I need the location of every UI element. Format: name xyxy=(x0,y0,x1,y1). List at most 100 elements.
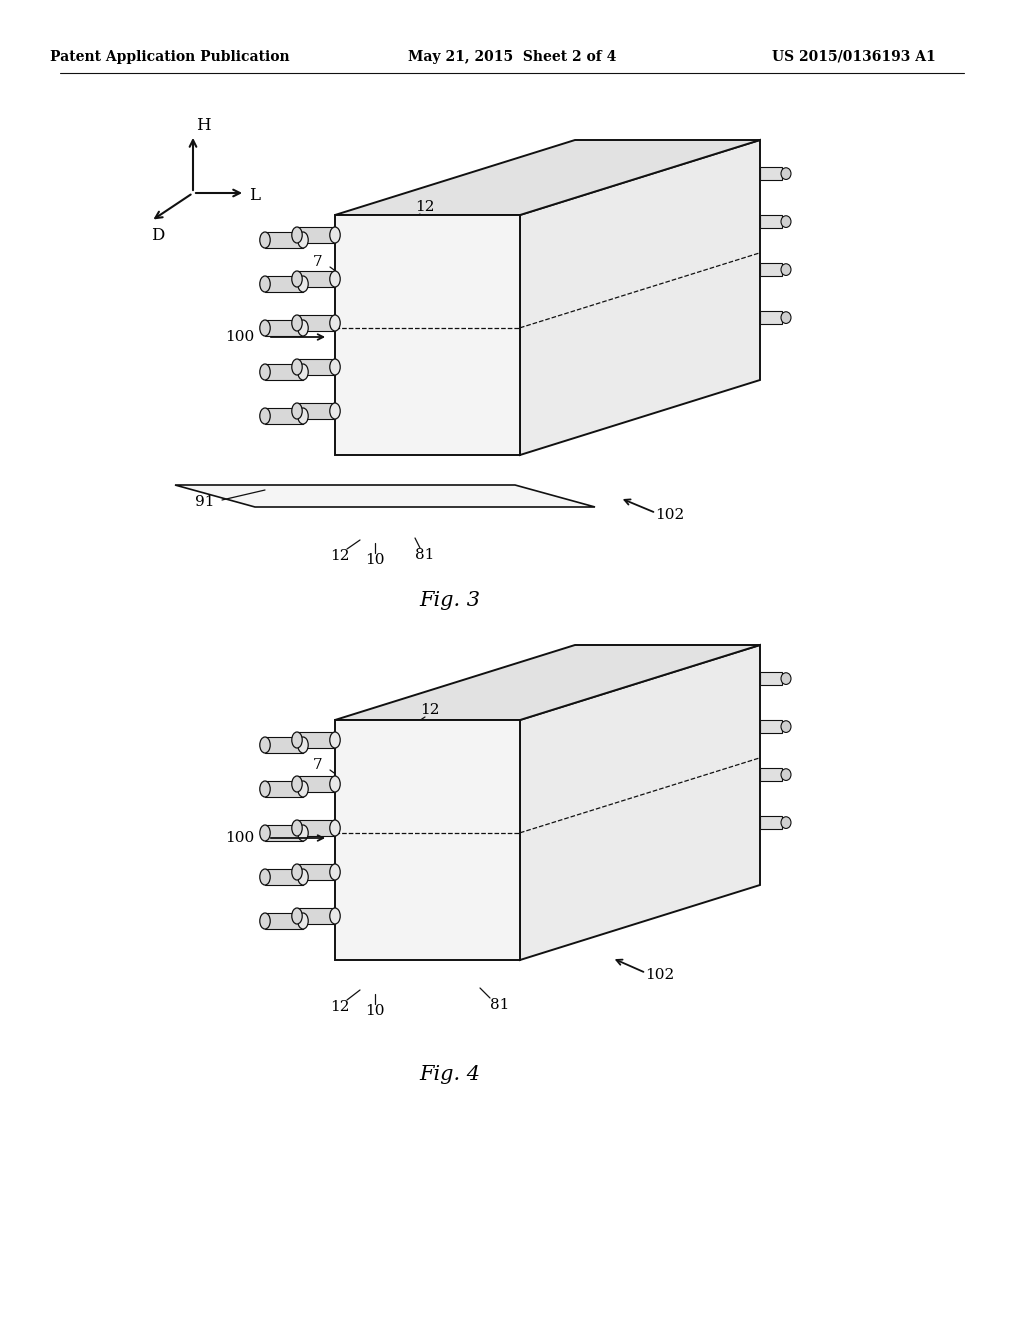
Polygon shape xyxy=(335,140,760,215)
Ellipse shape xyxy=(298,913,308,929)
Ellipse shape xyxy=(330,908,340,924)
Text: 10: 10 xyxy=(366,1005,385,1018)
Polygon shape xyxy=(297,315,335,331)
Polygon shape xyxy=(265,319,303,337)
Text: May 21, 2015  Sheet 2 of 4: May 21, 2015 Sheet 2 of 4 xyxy=(408,50,616,63)
Polygon shape xyxy=(760,168,782,180)
Polygon shape xyxy=(265,276,303,292)
Polygon shape xyxy=(297,359,335,375)
Ellipse shape xyxy=(298,408,308,424)
Ellipse shape xyxy=(330,227,340,243)
Polygon shape xyxy=(297,776,335,792)
Ellipse shape xyxy=(298,232,308,248)
Text: Fig. 3: Fig. 3 xyxy=(420,590,480,610)
Ellipse shape xyxy=(292,359,302,375)
Polygon shape xyxy=(265,825,303,841)
Ellipse shape xyxy=(292,403,302,418)
Text: 12: 12 xyxy=(331,549,350,564)
Polygon shape xyxy=(520,140,760,455)
Polygon shape xyxy=(760,768,782,781)
Ellipse shape xyxy=(298,319,308,337)
Ellipse shape xyxy=(260,319,270,337)
Ellipse shape xyxy=(330,403,340,418)
Ellipse shape xyxy=(260,364,270,380)
Polygon shape xyxy=(520,645,760,960)
Text: 12: 12 xyxy=(420,704,439,717)
Polygon shape xyxy=(760,263,782,276)
Polygon shape xyxy=(297,865,335,880)
Polygon shape xyxy=(265,408,303,424)
Ellipse shape xyxy=(330,820,340,836)
Text: 102: 102 xyxy=(655,508,685,521)
Polygon shape xyxy=(297,271,335,286)
Ellipse shape xyxy=(260,737,270,752)
Ellipse shape xyxy=(330,315,340,331)
Ellipse shape xyxy=(330,865,340,880)
Ellipse shape xyxy=(781,215,791,227)
Polygon shape xyxy=(265,232,303,248)
Text: 100: 100 xyxy=(225,832,255,845)
Ellipse shape xyxy=(781,673,791,685)
Text: 91: 91 xyxy=(196,495,215,510)
Ellipse shape xyxy=(781,168,791,180)
Text: 100: 100 xyxy=(225,330,255,345)
Text: 81: 81 xyxy=(416,548,434,562)
Text: L: L xyxy=(250,187,260,205)
Polygon shape xyxy=(265,781,303,797)
Ellipse shape xyxy=(292,820,302,836)
Ellipse shape xyxy=(260,276,270,292)
Ellipse shape xyxy=(330,776,340,792)
Ellipse shape xyxy=(298,364,308,380)
Ellipse shape xyxy=(781,817,791,829)
Polygon shape xyxy=(760,816,782,829)
Polygon shape xyxy=(335,215,520,455)
Ellipse shape xyxy=(260,825,270,841)
Text: 10: 10 xyxy=(366,553,385,568)
Polygon shape xyxy=(297,733,335,748)
Polygon shape xyxy=(297,403,335,418)
Text: US 2015/0136193 A1: US 2015/0136193 A1 xyxy=(772,50,936,63)
Polygon shape xyxy=(265,364,303,380)
Ellipse shape xyxy=(330,271,340,286)
Ellipse shape xyxy=(292,227,302,243)
Text: 7: 7 xyxy=(313,255,323,269)
Ellipse shape xyxy=(781,264,791,276)
Text: 7: 7 xyxy=(313,758,323,772)
Ellipse shape xyxy=(781,721,791,733)
Text: Fig. 4: Fig. 4 xyxy=(420,1065,480,1085)
Ellipse shape xyxy=(260,408,270,424)
Polygon shape xyxy=(760,721,782,733)
Ellipse shape xyxy=(260,869,270,884)
Ellipse shape xyxy=(292,908,302,924)
Ellipse shape xyxy=(781,768,791,780)
Ellipse shape xyxy=(298,276,308,292)
Ellipse shape xyxy=(292,776,302,792)
Ellipse shape xyxy=(260,232,270,248)
Polygon shape xyxy=(175,484,595,507)
Text: D: D xyxy=(152,227,165,243)
Ellipse shape xyxy=(260,913,270,929)
Ellipse shape xyxy=(292,865,302,880)
Polygon shape xyxy=(760,312,782,325)
Text: 12: 12 xyxy=(331,1001,350,1014)
Ellipse shape xyxy=(330,733,340,748)
Ellipse shape xyxy=(298,869,308,884)
Polygon shape xyxy=(297,227,335,243)
Text: Patent Application Publication: Patent Application Publication xyxy=(50,50,290,63)
Polygon shape xyxy=(760,672,782,685)
Ellipse shape xyxy=(298,737,308,752)
Polygon shape xyxy=(265,737,303,752)
Ellipse shape xyxy=(292,271,302,286)
Ellipse shape xyxy=(292,315,302,331)
Polygon shape xyxy=(297,908,335,924)
Text: 12: 12 xyxy=(416,201,435,214)
Polygon shape xyxy=(265,913,303,929)
Polygon shape xyxy=(265,869,303,884)
Ellipse shape xyxy=(260,781,270,797)
Polygon shape xyxy=(297,820,335,836)
Ellipse shape xyxy=(292,733,302,748)
Ellipse shape xyxy=(298,825,308,841)
Polygon shape xyxy=(760,215,782,228)
Text: 102: 102 xyxy=(645,968,675,982)
Text: 81: 81 xyxy=(490,998,510,1012)
